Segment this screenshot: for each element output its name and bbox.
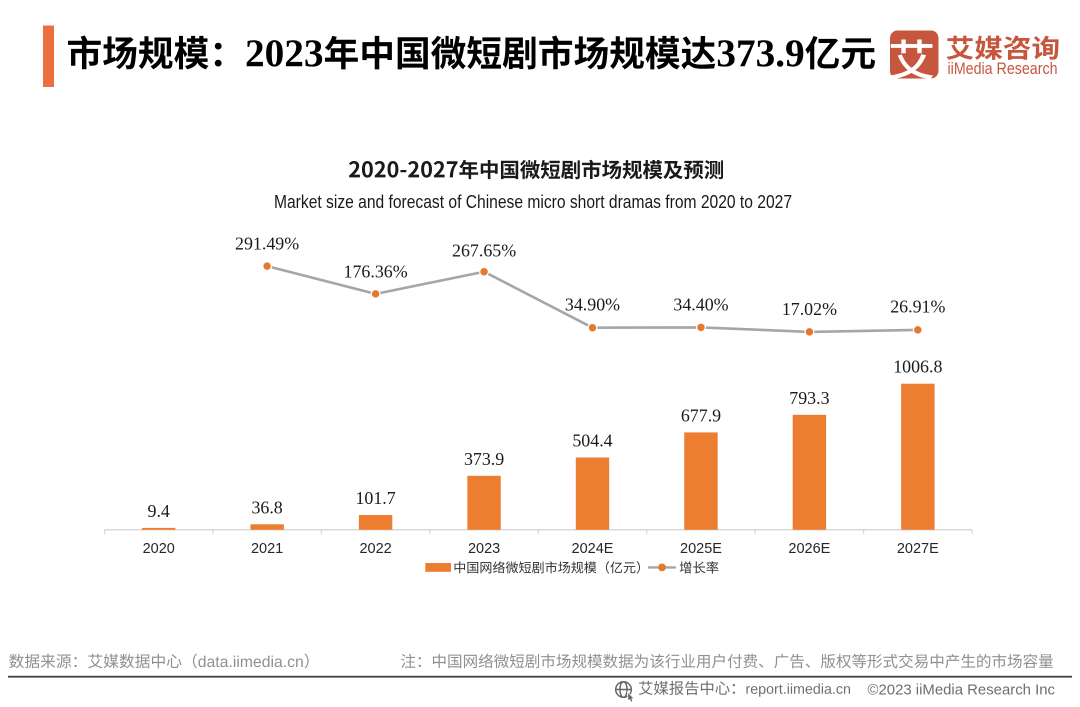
svg-text:176.36%: 176.36% (344, 262, 408, 282)
svg-text:2021: 2021 (251, 541, 283, 557)
svg-text:iiMedia Research: iiMedia Research (948, 60, 1058, 78)
svg-text:2025E: 2025E (680, 541, 722, 557)
svg-text:101.7: 101.7 (355, 488, 395, 508)
svg-text:504.4: 504.4 (572, 431, 612, 451)
svg-text:Market size and forecast of Ch: Market size and forecast of Chinese micr… (274, 192, 792, 212)
svg-text:36.8: 36.8 (251, 497, 282, 517)
svg-text:793.3: 793.3 (789, 388, 829, 408)
svg-text:34.40%: 34.40% (673, 295, 728, 315)
svg-text:2026E: 2026E (788, 541, 830, 557)
svg-text:2024E: 2024E (572, 541, 614, 557)
svg-text:26.91%: 26.91% (890, 296, 945, 316)
svg-text:2023: 2023 (468, 541, 500, 557)
svg-text:1006.8: 1006.8 (893, 357, 942, 377)
svg-text:2020: 2020 (143, 541, 175, 557)
svg-text:2027E: 2027E (897, 541, 939, 557)
svg-text:©2023 iiMedia Research Inc: ©2023 iiMedia Research Inc (868, 682, 1056, 699)
svg-text:17.02%: 17.02% (782, 299, 837, 319)
svg-text:291.49%: 291.49% (235, 234, 299, 254)
svg-text:677.9: 677.9 (681, 405, 721, 425)
svg-text:373.9: 373.9 (464, 449, 504, 469)
svg-text:267.65%: 267.65% (452, 241, 516, 261)
svg-text:34.90%: 34.90% (565, 295, 620, 315)
svg-text:9.4: 9.4 (148, 501, 170, 521)
svg-text:2022: 2022 (359, 541, 391, 557)
